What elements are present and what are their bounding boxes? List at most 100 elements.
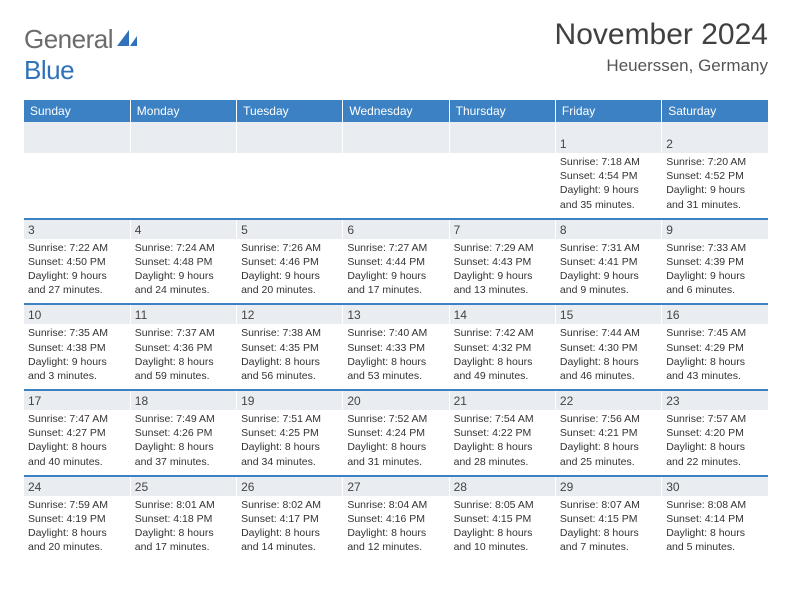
sunset-line: Sunset: 4:18 PM [135,513,213,525]
day-details-cell: Sunrise: 7:45 AMSunset: 4:29 PMDaylight:… [662,324,768,390]
day-details-cell: Sunrise: 8:07 AMSunset: 4:15 PMDaylight:… [555,496,661,561]
day-details-cell: Sunrise: 7:31 AMSunset: 4:41 PMDaylight:… [555,239,661,305]
weekday-header: Friday [555,100,661,122]
day-number-cell: 27 [343,476,449,496]
sunset-line: Sunset: 4:50 PM [28,256,106,268]
sunrise-line: Sunrise: 7:29 AM [454,242,534,254]
day-details-cell: Sunrise: 7:37 AMSunset: 4:36 PMDaylight:… [130,324,236,390]
day-number-cell: 30 [662,476,768,496]
sunrise-line: Sunrise: 7:35 AM [28,327,108,339]
sunrise-line: Sunrise: 7:51 AM [241,413,321,425]
day-number-cell: 15 [555,304,661,324]
day-number-cell [237,134,343,153]
day-details-cell: Sunrise: 7:49 AMSunset: 4:26 PMDaylight:… [130,410,236,476]
sunset-line: Sunset: 4:43 PM [454,256,532,268]
day-details-cell [130,153,236,219]
day-number-cell: 17 [24,390,130,410]
day-number-cell: 25 [130,476,236,496]
weekday-header-row: SundayMondayTuesdayWednesdayThursdayFrid… [24,100,768,122]
day-number-cell: 13 [343,304,449,324]
daylight-line: Daylight: 8 hours and 53 minutes. [347,356,426,382]
sunset-line: Sunset: 4:24 PM [347,427,425,439]
day-number-row: 10111213141516 [24,304,768,324]
day-details-cell: Sunrise: 7:35 AMSunset: 4:38 PMDaylight:… [24,324,130,390]
day-details-cell: Sunrise: 7:24 AMSunset: 4:48 PMDaylight:… [130,239,236,305]
sunset-line: Sunset: 4:27 PM [28,427,106,439]
sunrise-line: Sunrise: 7:31 AM [560,242,640,254]
day-number-cell: 7 [449,219,555,239]
sunset-line: Sunset: 4:33 PM [347,342,425,354]
day-details-cell: Sunrise: 7:33 AMSunset: 4:39 PMDaylight:… [662,239,768,305]
sunset-line: Sunset: 4:36 PM [135,342,213,354]
daylight-line: Daylight: 8 hours and 43 minutes. [666,356,745,382]
day-details-cell: Sunrise: 7:57 AMSunset: 4:20 PMDaylight:… [662,410,768,476]
day-number-cell: 11 [130,304,236,324]
day-number-cell [24,134,130,153]
daylight-line: Daylight: 8 hours and 22 minutes. [666,441,745,467]
day-details-cell [24,153,130,219]
daylight-line: Daylight: 8 hours and 20 minutes. [28,527,107,553]
page-title: November 2024 [555,18,768,52]
day-details-cell: Sunrise: 7:51 AMSunset: 4:25 PMDaylight:… [237,410,343,476]
day-number-cell [343,134,449,153]
sunrise-line: Sunrise: 7:33 AM [666,242,746,254]
day-details-cell: Sunrise: 8:05 AMSunset: 4:15 PMDaylight:… [449,496,555,561]
daylight-line: Daylight: 8 hours and 34 minutes. [241,441,320,467]
daylight-line: Daylight: 8 hours and 49 minutes. [454,356,533,382]
daylight-line: Daylight: 9 hours and 3 minutes. [28,356,107,382]
day-details-row: Sunrise: 7:35 AMSunset: 4:38 PMDaylight:… [24,324,768,390]
daylight-line: Daylight: 9 hours and 35 minutes. [560,184,639,210]
sunset-line: Sunset: 4:15 PM [454,513,532,525]
day-number-cell: 4 [130,219,236,239]
sunrise-line: Sunrise: 8:08 AM [666,499,746,511]
sunset-line: Sunset: 4:41 PM [560,256,638,268]
sunset-line: Sunset: 4:44 PM [347,256,425,268]
sunset-line: Sunset: 4:20 PM [666,427,744,439]
sunset-line: Sunset: 4:54 PM [560,170,638,182]
sunrise-line: Sunrise: 7:20 AM [666,156,746,168]
daylight-line: Daylight: 8 hours and 14 minutes. [241,527,320,553]
daylight-line: Daylight: 9 hours and 20 minutes. [241,270,320,296]
day-number-cell: 3 [24,219,130,239]
daylight-line: Daylight: 8 hours and 46 minutes. [560,356,639,382]
weekday-header: Monday [130,100,236,122]
sunrise-line: Sunrise: 7:37 AM [135,327,215,339]
day-details-cell: Sunrise: 7:29 AMSunset: 4:43 PMDaylight:… [449,239,555,305]
day-details-cell: Sunrise: 8:02 AMSunset: 4:17 PMDaylight:… [237,496,343,561]
day-details-cell: Sunrise: 8:01 AMSunset: 4:18 PMDaylight:… [130,496,236,561]
day-details-cell: Sunrise: 7:42 AMSunset: 4:32 PMDaylight:… [449,324,555,390]
day-number-cell: 19 [237,390,343,410]
sunrise-line: Sunrise: 7:54 AM [454,413,534,425]
sunset-line: Sunset: 4:48 PM [135,256,213,268]
daylight-line: Daylight: 9 hours and 31 minutes. [666,184,745,210]
day-number-cell: 24 [24,476,130,496]
day-number-row: 12 [24,134,768,153]
day-number-cell: 9 [662,219,768,239]
sunrise-line: Sunrise: 7:56 AM [560,413,640,425]
sunrise-line: Sunrise: 8:04 AM [347,499,427,511]
sunset-line: Sunset: 4:21 PM [560,427,638,439]
day-details-cell: Sunrise: 7:40 AMSunset: 4:33 PMDaylight:… [343,324,449,390]
day-details-row: Sunrise: 7:18 AMSunset: 4:54 PMDaylight:… [24,153,768,219]
day-details-cell: Sunrise: 7:18 AMSunset: 4:54 PMDaylight:… [555,153,661,219]
day-number-cell: 8 [555,219,661,239]
sunrise-line: Sunrise: 8:05 AM [454,499,534,511]
weekday-header: Thursday [449,100,555,122]
day-number-cell: 29 [555,476,661,496]
sunrise-line: Sunrise: 7:59 AM [28,499,108,511]
day-number-cell: 1 [555,134,661,153]
sunset-line: Sunset: 4:32 PM [454,342,532,354]
sunrise-line: Sunrise: 7:38 AM [241,327,321,339]
sunrise-line: Sunrise: 8:07 AM [560,499,640,511]
day-number-cell [130,134,236,153]
day-number-cell: 21 [449,390,555,410]
day-details-cell: Sunrise: 8:08 AMSunset: 4:14 PMDaylight:… [662,496,768,561]
daylight-line: Daylight: 8 hours and 28 minutes. [454,441,533,467]
day-number-row: 24252627282930 [24,476,768,496]
day-number-cell: 28 [449,476,555,496]
day-number-cell: 18 [130,390,236,410]
daylight-line: Daylight: 9 hours and 27 minutes. [28,270,107,296]
daylight-line: Daylight: 8 hours and 25 minutes. [560,441,639,467]
sunset-line: Sunset: 4:17 PM [241,513,319,525]
sunset-line: Sunset: 4:52 PM [666,170,744,182]
